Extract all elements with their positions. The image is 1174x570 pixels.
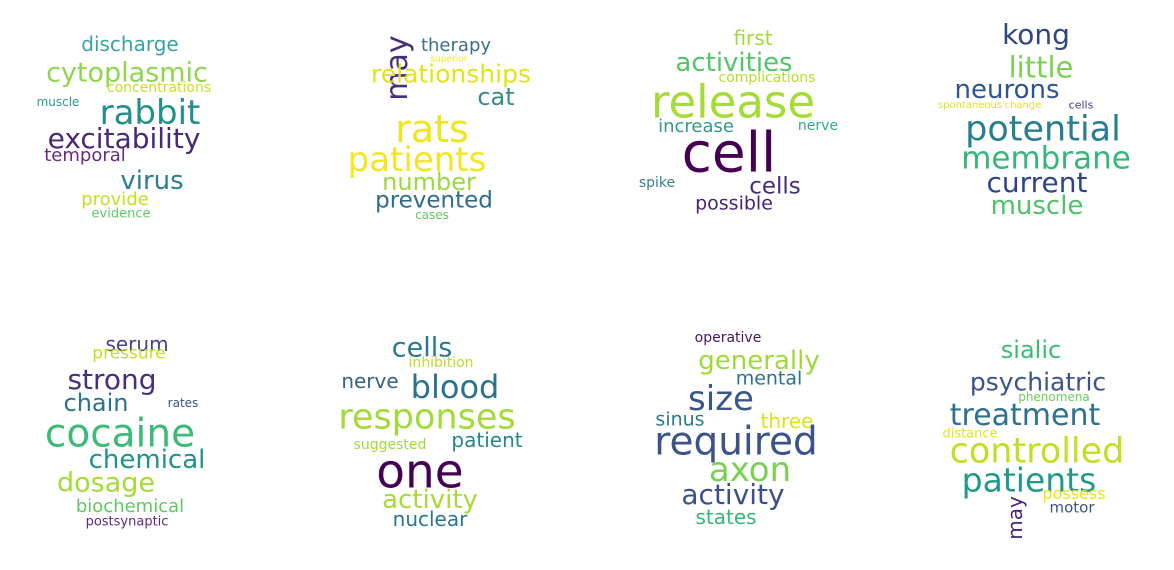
wordcloud-6: cells inhibition nerve blood responses patien… bbox=[270, 320, 550, 570]
wordcloud-1: discharge cytoplasmic concentrations muscle… bbox=[0, 20, 280, 270]
word-nerve: nerve bbox=[797, 118, 839, 134]
word-chemical: chemical bbox=[88, 445, 206, 475]
word-potential: potential bbox=[965, 109, 1121, 150]
word-activity: activity bbox=[382, 485, 478, 515]
word-patients: patients bbox=[961, 460, 1097, 500]
word-nerve: nerve bbox=[341, 369, 399, 393]
word-operative: operative bbox=[694, 330, 762, 346]
word-strong: strong bbox=[67, 363, 157, 396]
word-three: three bbox=[760, 409, 814, 433]
word-temporal: temporal bbox=[44, 145, 126, 166]
word-states: states bbox=[695, 505, 757, 529]
word-required: required bbox=[654, 419, 818, 465]
word-little: little bbox=[1008, 50, 1074, 85]
wordcloud-5: serum pressure strong chain rates cocaine chem… bbox=[0, 320, 280, 570]
word-cocaine: cocaine bbox=[44, 411, 196, 457]
word-cells: cells bbox=[391, 332, 453, 364]
word-release: release bbox=[650, 75, 816, 129]
word-rats: rats bbox=[395, 107, 469, 151]
word-motor: motor bbox=[1049, 498, 1095, 517]
word-patient: patient bbox=[451, 428, 523, 452]
word-cytoplasmic: cytoplasmic bbox=[46, 57, 208, 89]
word-increase: increase bbox=[658, 116, 734, 137]
wordcloud-4: kong little neurons spontaneous change cells p… bbox=[830, 18, 1131, 270]
word-relationships: relationships bbox=[371, 59, 531, 89]
word-generally: generally bbox=[698, 346, 820, 376]
word-excitability: excitability bbox=[47, 122, 201, 155]
word-prevented: prevented bbox=[375, 187, 493, 214]
word-virus: virus bbox=[120, 166, 184, 196]
word-blood: blood bbox=[410, 368, 500, 406]
word-muscle: muscle bbox=[36, 95, 80, 109]
word-pressure: pressure bbox=[92, 343, 166, 364]
word-number: number bbox=[382, 168, 476, 196]
word-activities: activities bbox=[675, 48, 793, 78]
word-psychiatric: psychiatric bbox=[969, 367, 1107, 397]
word-biochemical: biochemical bbox=[75, 496, 185, 517]
wordcloud-8: sialic psychiatric phenomena treatment dista… bbox=[830, 320, 1124, 570]
word-spike: spike bbox=[638, 175, 676, 191]
word-serum: serum bbox=[105, 332, 169, 356]
word-sinus: sinus bbox=[655, 408, 705, 431]
word-phenomena: phenomena bbox=[1018, 390, 1090, 404]
word-discharge: discharge bbox=[81, 32, 179, 56]
word-spontaneous: spontaneous bbox=[937, 100, 1003, 111]
word-axon: axon bbox=[708, 450, 792, 490]
word-may: may bbox=[1003, 496, 1027, 540]
word-first: first bbox=[733, 26, 773, 50]
word-chain: chain bbox=[63, 389, 129, 417]
word-muscle: muscle bbox=[990, 191, 1084, 221]
word-neurons: neurons bbox=[954, 75, 1060, 105]
word-cells: cells bbox=[1068, 98, 1094, 112]
word-patients: patients bbox=[347, 140, 487, 180]
word-responses: responses bbox=[338, 397, 516, 438]
word-rates: rates bbox=[167, 396, 199, 410]
word-membrane: membrane bbox=[961, 140, 1131, 177]
word-cat: cat bbox=[477, 83, 515, 111]
word-concentrations: concentrations bbox=[106, 80, 212, 96]
word-postsynaptic: postsynaptic bbox=[85, 514, 169, 530]
word-one: one bbox=[376, 444, 464, 500]
word-distance: distance bbox=[942, 426, 998, 442]
word-size: size bbox=[688, 379, 754, 419]
word-sialic: sialic bbox=[1000, 336, 1062, 364]
word-rabbit: rabbit bbox=[99, 93, 201, 133]
word-therapy: therapy bbox=[420, 35, 492, 56]
word-mental: mental bbox=[735, 367, 803, 390]
word-possible: possible bbox=[695, 192, 773, 215]
word-evidence: evidence bbox=[91, 206, 151, 222]
word-cell: cell bbox=[681, 120, 777, 185]
word-inhibition: inhibition bbox=[408, 355, 474, 371]
word-superior: superior bbox=[430, 54, 468, 65]
word-kong: kong bbox=[1002, 18, 1070, 51]
word-possess: possess bbox=[1042, 484, 1106, 503]
word-cells: cells bbox=[749, 173, 801, 200]
word-controlled: controlled bbox=[949, 431, 1125, 472]
word-cases: cases bbox=[415, 208, 449, 222]
word-activity: activity bbox=[681, 478, 785, 511]
wordcloud-2: may therapy relationships cat rats patients nu… bbox=[270, 20, 550, 270]
word-dosage: dosage bbox=[56, 467, 156, 499]
word-nuclear: nuclear bbox=[392, 507, 468, 531]
word-current: current bbox=[986, 166, 1088, 199]
wordcloud-7: operative generally mental size sinus three re… bbox=[540, 320, 820, 570]
wordcloud-3: first activities complications release incre… bbox=[540, 20, 838, 270]
word-change: change bbox=[1004, 100, 1042, 111]
word-provide: provide bbox=[81, 189, 149, 210]
word-suggested: suggested bbox=[353, 437, 427, 453]
word-treatment: treatment bbox=[949, 398, 1101, 433]
word-complications: complications bbox=[718, 70, 816, 86]
